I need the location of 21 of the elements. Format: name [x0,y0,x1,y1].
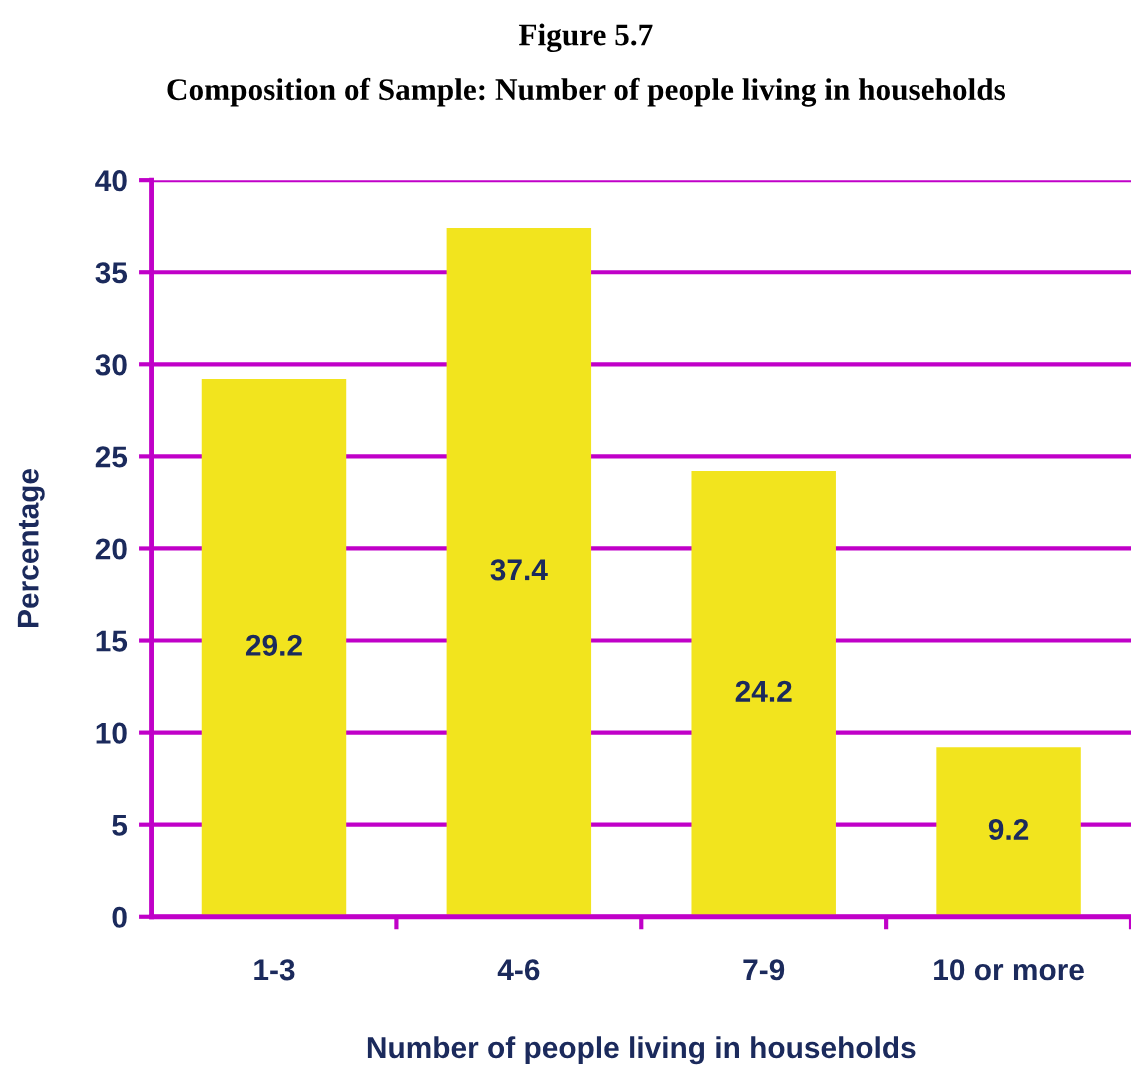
y-tick-label: 5 [112,814,128,836]
data-label: 37.4 [490,559,548,581]
y-tick-label: 0 [112,906,127,928]
y-tick-label: 20 [95,538,127,560]
x-axis-title: Number of people living in households [367,1036,916,1065]
chart-subtitle: Composition of Sample: Number of people living in households [167,77,1006,107]
data-label: 29.2 [245,634,302,656]
x-tick-label: 10 or more [934,959,1084,981]
y-axis-title: Percentage [17,468,45,627]
x-tick-label: 1-3 [254,959,295,981]
data-label: 9.2 [988,818,1029,841]
chart-title: Figure 5.7 [518,23,653,53]
x-tick-label: 7-9 [743,959,785,981]
y-tick-label: 30 [95,354,127,376]
y-tick-label: 15 [96,630,128,652]
y-tick-label: 10 [96,722,127,744]
y-tick-label: 35 [95,262,128,284]
x-tick-label: 4-6 [497,959,540,981]
data-label: 24.2 [735,680,792,702]
y-tick-label: 40 [95,170,127,192]
y-tick-label: 25 [95,446,128,468]
